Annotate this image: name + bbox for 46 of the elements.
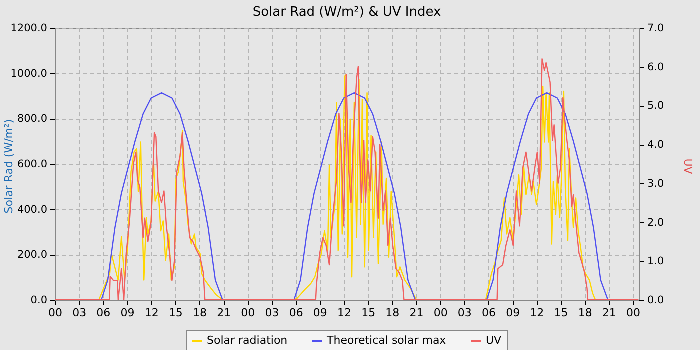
y2-tick-label: 6.0 bbox=[648, 61, 664, 74]
x-tick-label: 12 bbox=[530, 306, 544, 320]
y2-tick-label: 0.0 bbox=[648, 294, 664, 306]
legend-label: Solar radiation bbox=[207, 334, 288, 347]
x-tick-label: 03 bbox=[72, 306, 87, 320]
y-tick-label: 200.0 bbox=[17, 249, 48, 262]
y-tick-label: 1200.0 bbox=[10, 22, 48, 34]
x-tick-label: 18 bbox=[578, 306, 592, 320]
x-tick-label: 15 bbox=[168, 306, 183, 320]
x-tick-label: 03 bbox=[458, 306, 472, 320]
x-tick-label: 06 bbox=[96, 306, 111, 320]
y-tick-label: 1000.0 bbox=[10, 68, 48, 80]
y-axis-title: Solar Rad (W/m²) bbox=[2, 119, 16, 214]
x-tick-label: 06 bbox=[289, 306, 304, 320]
x-tick-label: 09 bbox=[506, 306, 520, 320]
legend-label: Theoretical solar max bbox=[326, 334, 447, 347]
x-tick-label: 00 bbox=[626, 306, 640, 320]
y2-tick-label: 3.0 bbox=[648, 178, 664, 190]
x-tick-label: 21 bbox=[602, 306, 616, 320]
x-tick-label: 00 bbox=[48, 306, 62, 320]
x-tick-label: 18 bbox=[386, 306, 400, 320]
y2-axis-title: UV bbox=[682, 158, 694, 175]
y2-tick-label: 7.0 bbox=[648, 22, 664, 34]
y-tick-label: 400.0 bbox=[17, 204, 48, 216]
x-tick-label: 12 bbox=[144, 306, 159, 320]
x-tick-label: 03 bbox=[265, 306, 280, 320]
y2-tick-label: 2.0 bbox=[648, 216, 664, 229]
x-tick-label: 00 bbox=[434, 306, 448, 320]
y2-tick-label: 1.0 bbox=[648, 256, 664, 268]
x-tick-label: 09 bbox=[120, 306, 135, 320]
y-tick-label: 600.0 bbox=[17, 158, 48, 170]
x-tick-label: 06 bbox=[482, 306, 496, 320]
x-tick-label: 00 bbox=[241, 306, 256, 320]
x-tick-label: 15 bbox=[362, 306, 376, 320]
x-tick-label: 09 bbox=[313, 306, 328, 320]
chart-title: Solar Rad (W/m²) & UV Index bbox=[252, 5, 442, 20]
x-tick-label: 21 bbox=[410, 306, 424, 320]
x-tick-label: 15 bbox=[554, 306, 568, 320]
y2-tick-label: 4.0 bbox=[648, 139, 664, 152]
x-tick-label: 21 bbox=[217, 306, 232, 320]
y-tick-label: 0.0 bbox=[30, 294, 48, 306]
legend-label: UV bbox=[486, 334, 502, 347]
y2-tick-label: 5.0 bbox=[648, 100, 664, 112]
y-tick-label: 800.0 bbox=[17, 113, 48, 126]
x-tick-label: 12 bbox=[337, 306, 352, 320]
x-tick-label: 18 bbox=[192, 306, 207, 320]
